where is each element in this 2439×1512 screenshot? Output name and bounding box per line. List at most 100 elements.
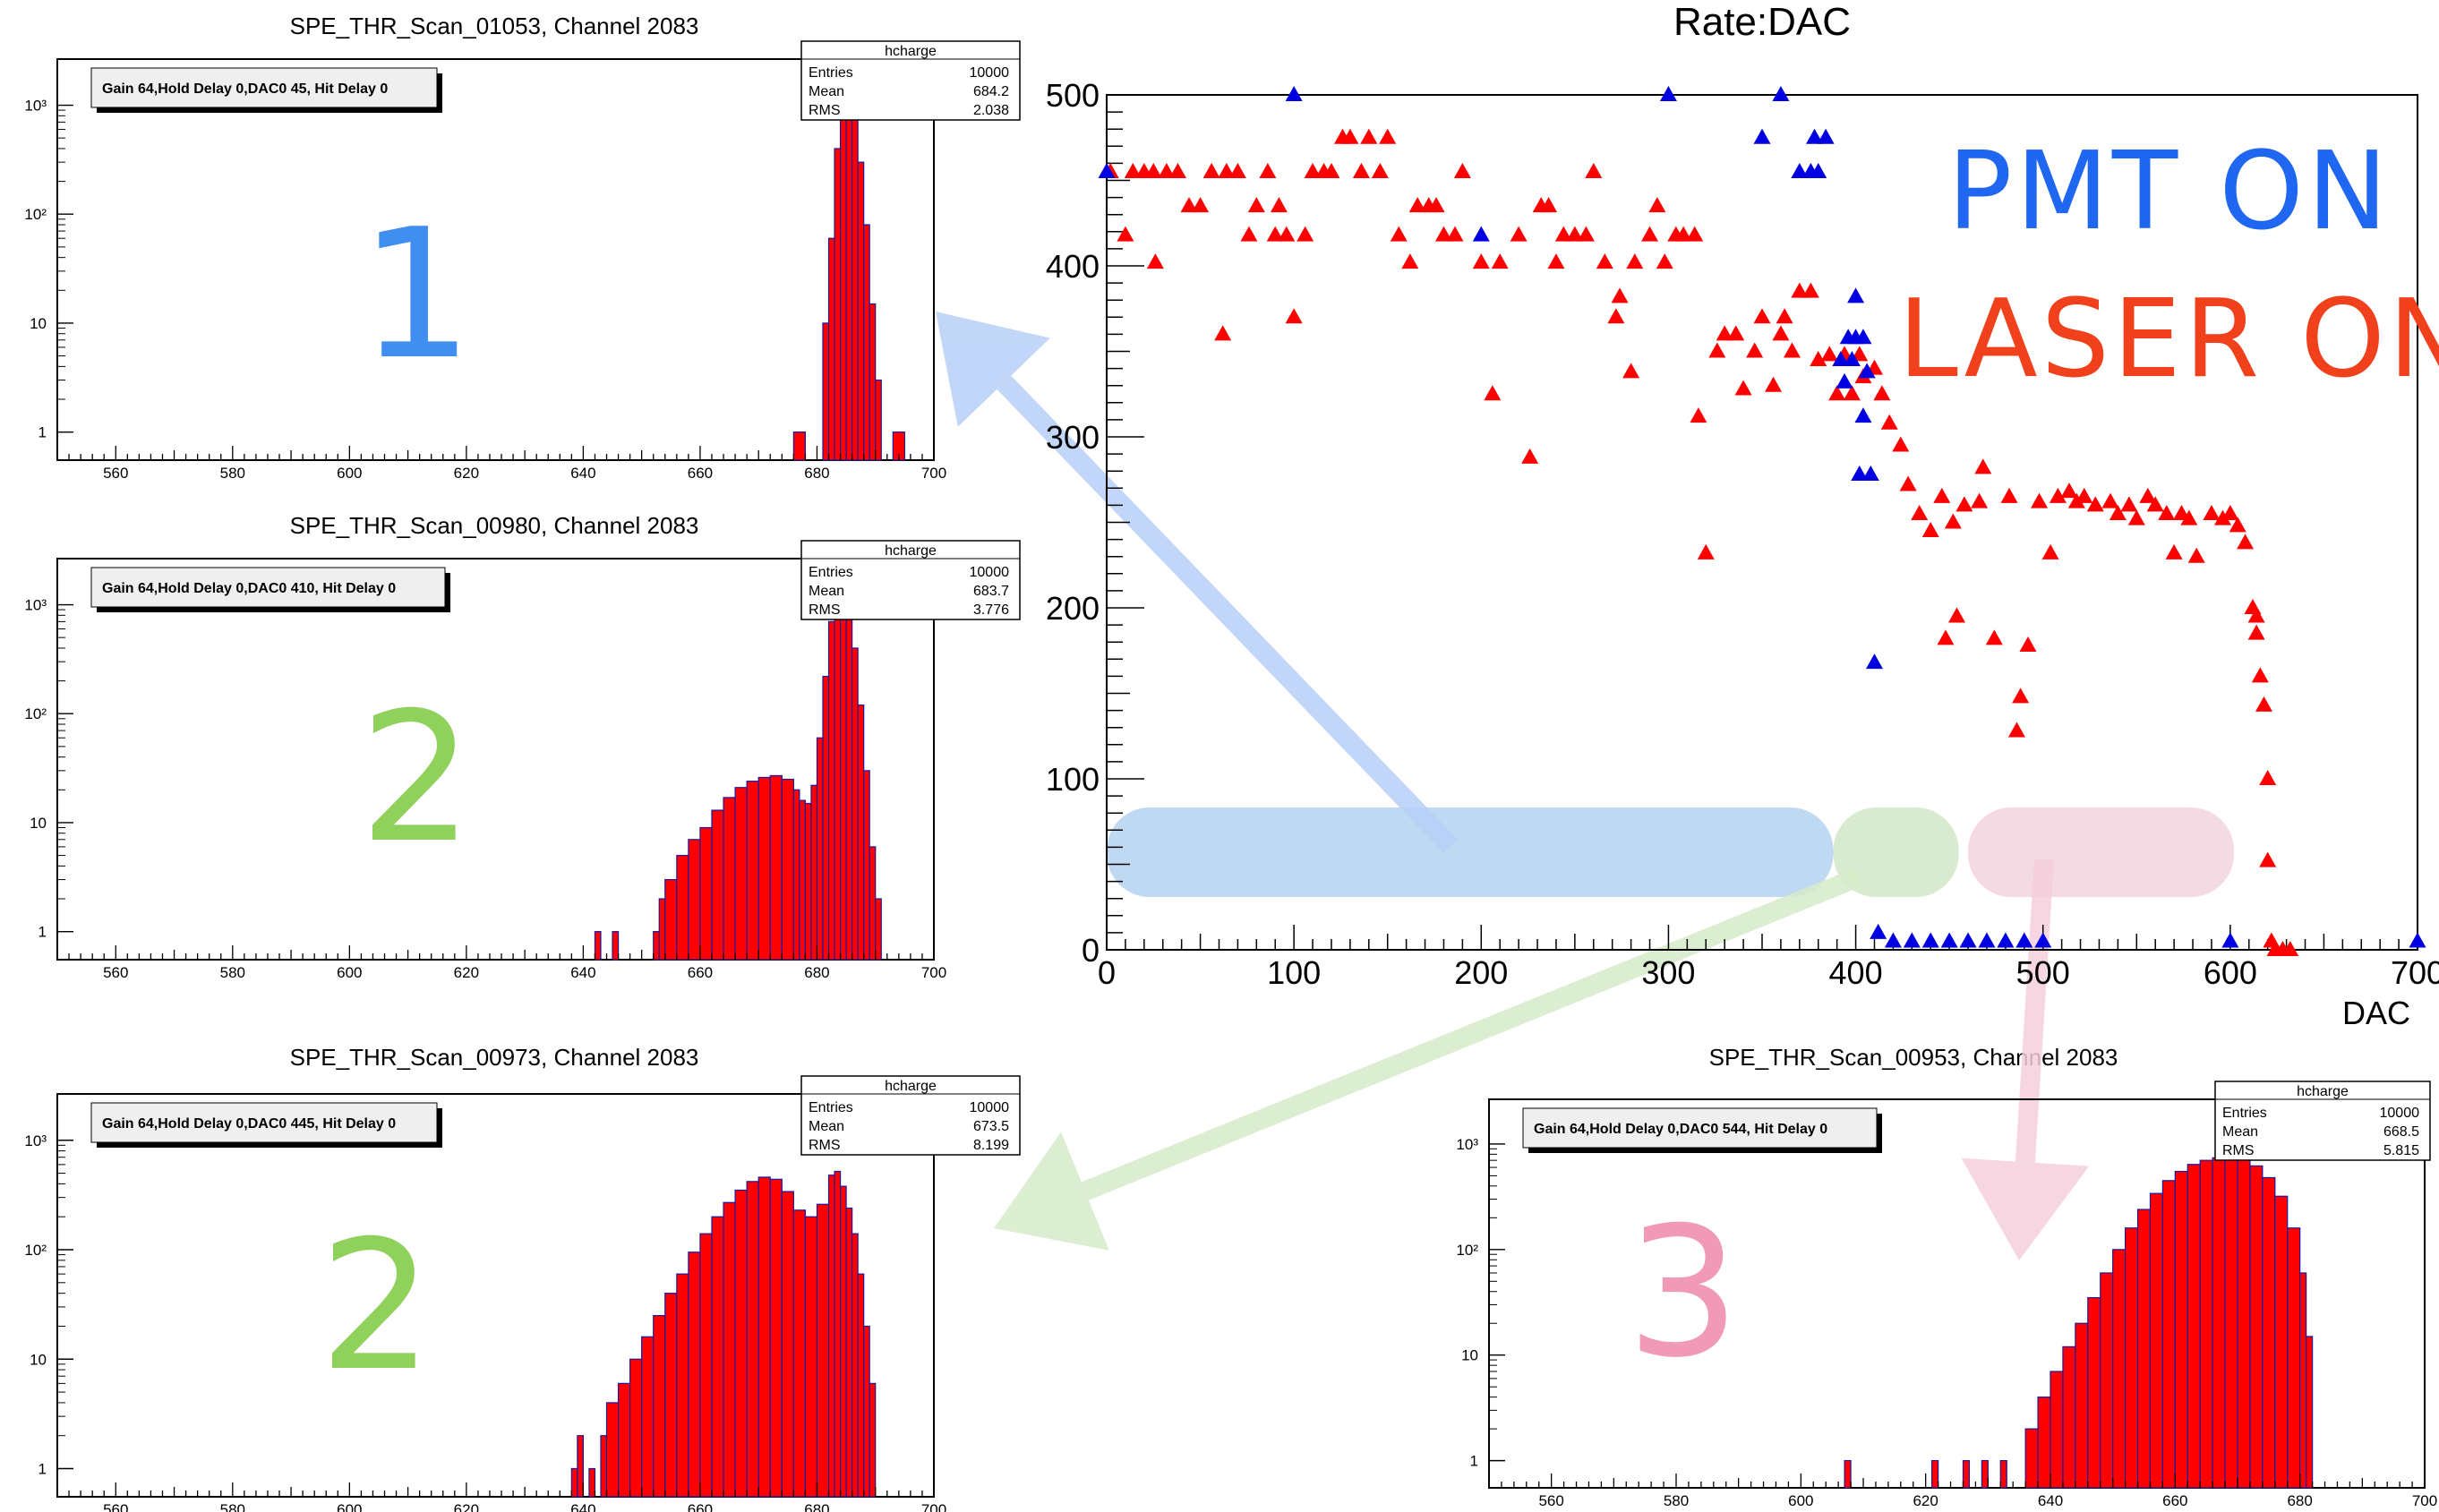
scatter-point — [1124, 162, 1142, 178]
scatter-point — [1585, 162, 1603, 178]
hist2-xtick-label: 700 — [921, 964, 946, 981]
hist1-bar — [827, 237, 835, 461]
scatter-point — [1753, 308, 1771, 324]
hist3-bar — [857, 1273, 865, 1498]
hist2-bar — [676, 854, 689, 961]
hist2-panel: 560 580 600 620 640 660 680 700 1 10 10² 10³ Gain 64… — [24, 540, 1021, 981]
hist2-stats-key: RMS — [809, 602, 841, 618]
hist2-bar — [769, 774, 783, 961]
hist1-stats-value: 684.2 — [973, 84, 1009, 99]
scatter-point — [2281, 941, 2299, 956]
hist3-xtick-label: 700 — [921, 1501, 946, 1512]
hist1-title: SPE_THR_Scan_01053, Channel 2083 — [289, 13, 699, 39]
hist3-stats-value: 10000 — [970, 1100, 1010, 1115]
scatter-series-laser — [1101, 128, 2299, 956]
hist4-bar — [2024, 1428, 2039, 1489]
scatter-point — [2247, 624, 2265, 640]
legend-laser-on: LASER ON — [1898, 278, 2439, 402]
hist1-bar — [834, 148, 842, 461]
scatter-point — [1484, 385, 1502, 401]
hist2-xtick-label: 580 — [220, 964, 245, 981]
hist4-bar — [2187, 1164, 2201, 1489]
scatter-point — [1783, 342, 1801, 358]
hist4-bar — [2199, 1159, 2213, 1489]
hist2-bar — [746, 781, 759, 961]
hist1-stats-frame — [800, 40, 1021, 121]
scatter-point — [2180, 509, 2198, 525]
hist3-stats-key: Entries — [809, 1100, 853, 1115]
scatter-point — [2067, 492, 2085, 508]
scatter-point — [1985, 629, 2003, 645]
hist3-bar — [629, 1358, 643, 1498]
hist1-xtick-label: 660 — [688, 465, 713, 482]
scatter-point — [1240, 226, 1258, 242]
hist4-bar — [2262, 1176, 2276, 1489]
scatter-point — [1510, 226, 1528, 242]
hist4-bar — [2287, 1227, 2301, 1489]
hist3-info-label: Gain 64,Hold Delay 0,DAC0 445, Hit Delay… — [102, 1116, 396, 1132]
hist4-bar — [2212, 1157, 2226, 1489]
scatter-point — [2041, 543, 2059, 560]
scatter-point — [1641, 226, 1659, 242]
scatter-point — [1911, 504, 1929, 520]
region-label-2-bottom: 2 — [319, 1202, 433, 1411]
hist3-bar — [617, 1382, 631, 1498]
hist2-bar — [799, 799, 807, 961]
hist4-bar — [2161, 1180, 2176, 1489]
hist4-bar — [1962, 1460, 1971, 1489]
scatter-point — [1933, 487, 1951, 503]
scatter-point — [2221, 932, 2239, 948]
scatter-point — [2034, 932, 2052, 948]
hist4-info-label: Gain 64,Hold Delay 0,DAC0 544, Hit Delay… — [1534, 1122, 1827, 1137]
scatter-point — [2237, 534, 2255, 550]
scatter-point — [2146, 496, 2164, 512]
hist2-xtick-label: 640 — [570, 964, 595, 981]
hist4-bar — [2174, 1170, 2188, 1489]
scatter-point — [1880, 414, 1898, 430]
hist3-xtick-label: 660 — [688, 1501, 713, 1512]
hist1-xtick-label: 700 — [921, 465, 946, 482]
hist3-stats-box: hcharge Entries 10000 Mean 673.5 RMS 8.199 — [800, 1075, 1021, 1156]
scatter-point — [1892, 436, 1910, 452]
hist1-xtick-label: 560 — [103, 465, 128, 482]
hist4-bar — [1999, 1460, 2007, 1489]
scatter-point — [1727, 325, 1745, 341]
hist4-bar — [2306, 1336, 2314, 1489]
scatter-point — [1921, 522, 1939, 538]
scatter-xtick-label: 700 — [2391, 954, 2439, 991]
scatter-point — [2031, 492, 2049, 508]
scatter-point — [1974, 458, 1992, 474]
scatter-point — [1854, 407, 1872, 423]
hist4-bar — [2149, 1192, 2163, 1489]
hist4-stats-name: hcharge — [2297, 1084, 2349, 1099]
hist3-bar — [769, 1178, 783, 1498]
hist3-bar — [653, 1315, 666, 1498]
scatter-point — [1656, 253, 1673, 269]
scatter-point — [1379, 128, 1397, 144]
scatter-point — [1791, 282, 1809, 298]
hist3-xtick-label: 680 — [804, 1501, 829, 1512]
hist3-bar — [699, 1233, 713, 1498]
scatter-point — [1884, 932, 1902, 948]
hist2-bar — [810, 784, 818, 961]
hist2-bar — [658, 898, 666, 961]
scatter-point — [1168, 162, 1186, 178]
scatter-ytick-label: 500 — [1046, 77, 1100, 114]
scatter-point — [2007, 722, 2025, 738]
scatter-point — [1270, 197, 1288, 213]
hist3-bar — [757, 1176, 771, 1498]
scatter-point — [1776, 308, 1793, 324]
hist4-stats-box: hcharge Entries 10000 Mean 668.5 RMS 5.815 — [2214, 1081, 2431, 1161]
scatter-point — [2012, 688, 2030, 704]
scatter-point — [1158, 162, 1176, 178]
scatter-point — [1401, 253, 1419, 269]
hist2-bar — [822, 675, 830, 961]
hist1-info-label: Gain 64,Hold Delay 0,DAC0 45, Hit Delay … — [102, 81, 388, 97]
hist3-stats-key: Mean — [809, 1119, 844, 1134]
scatter-point — [2127, 509, 2145, 525]
scatter-point — [1297, 226, 1314, 242]
hist4-xtick-label: 560 — [1538, 1492, 1563, 1509]
hist3-bar — [600, 1435, 608, 1498]
hist4-bar — [2274, 1195, 2289, 1489]
scatter-point — [2101, 492, 2119, 508]
